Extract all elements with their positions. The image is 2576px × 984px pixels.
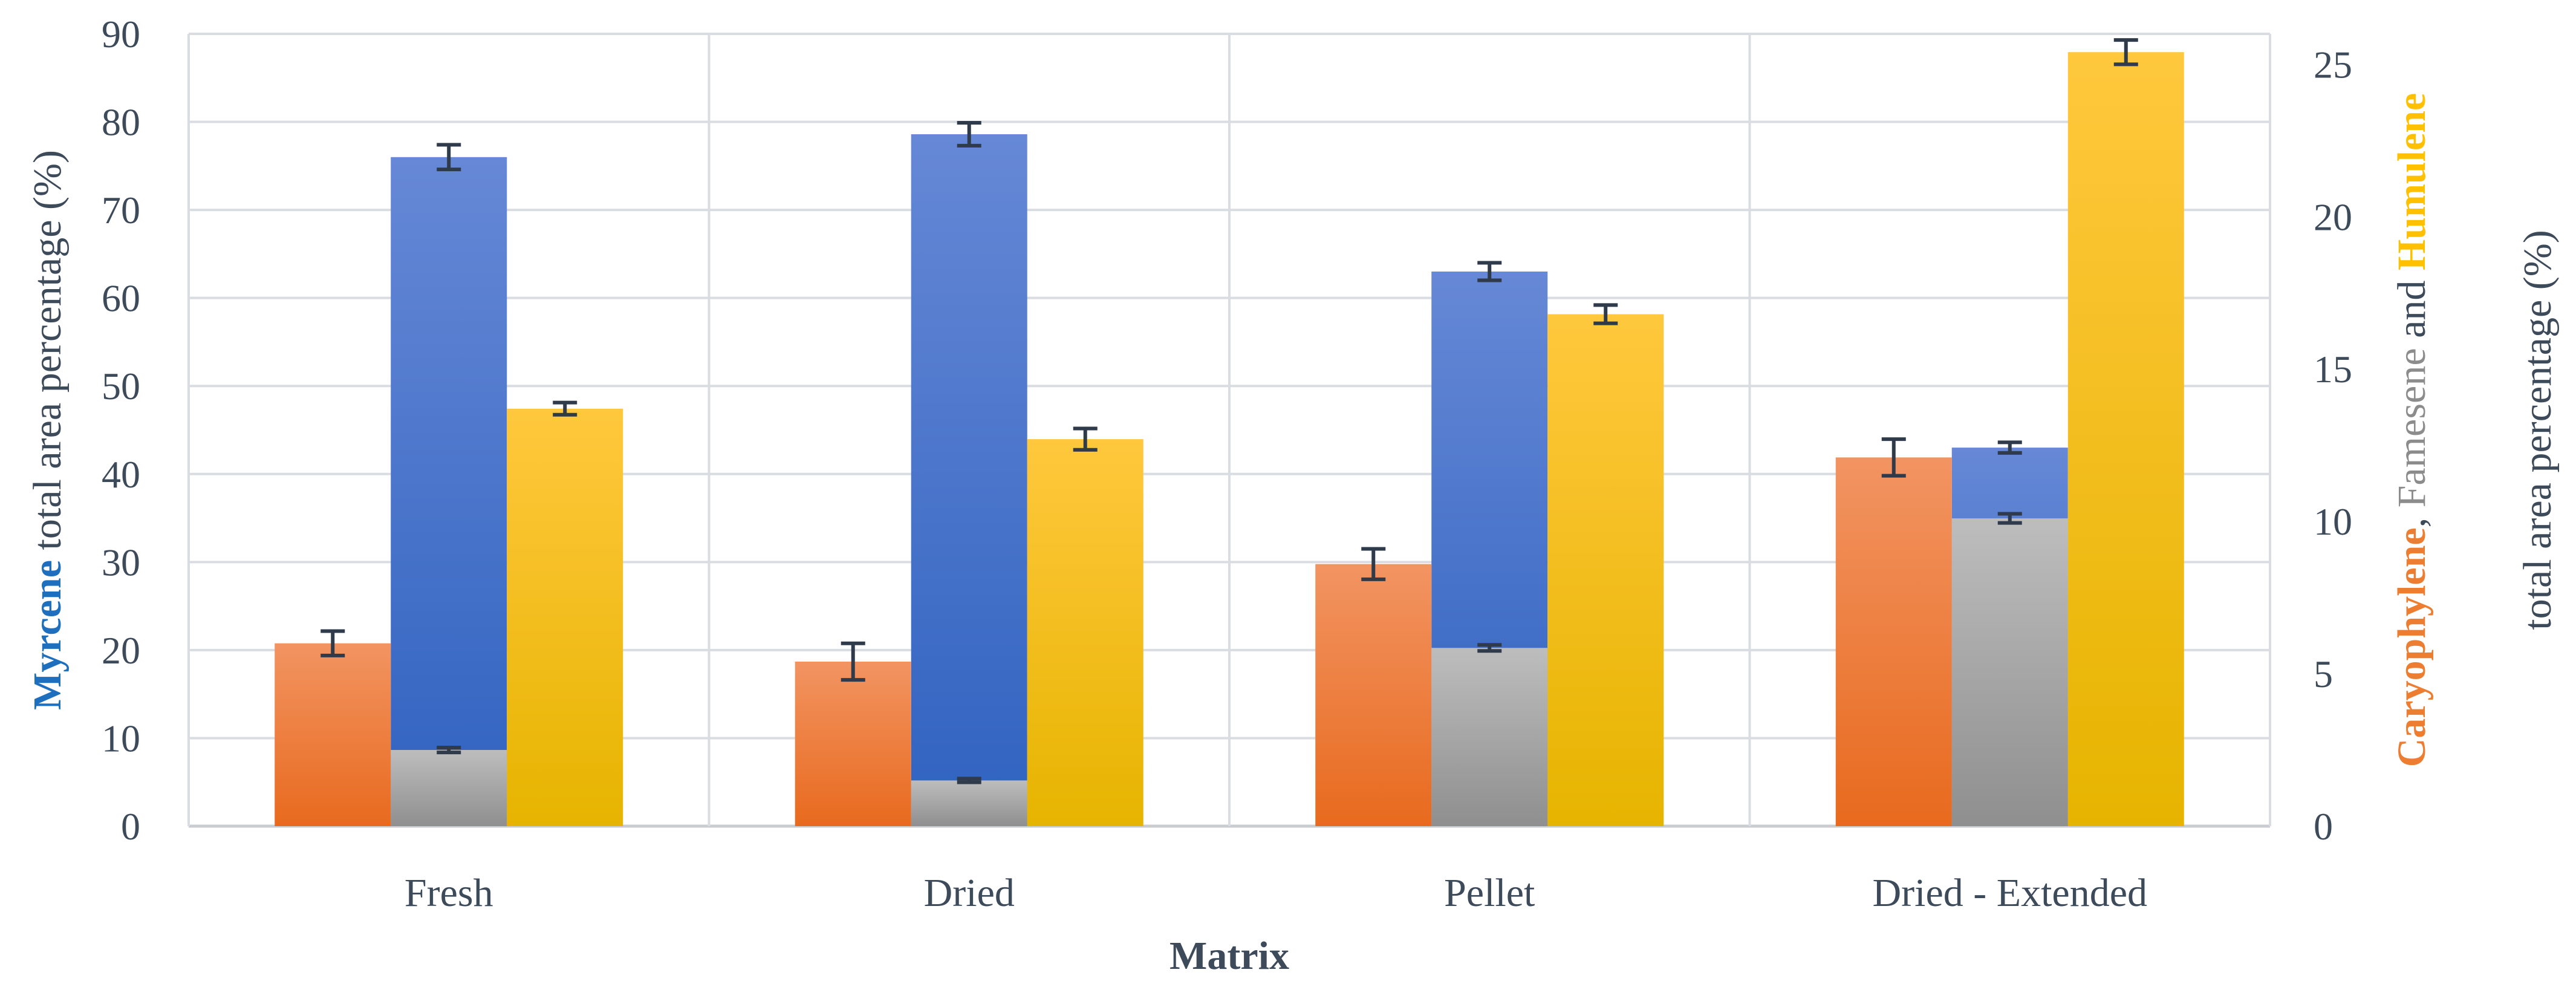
bar-humulene [2067,52,2184,827]
category-label: Dried - Extended [1873,871,2148,915]
bar-caryophylene [1835,457,1952,826]
y-left-tick-label: 10 [102,717,140,760]
y-left-tick-label: 90 [102,13,140,56]
bar-humulene [1547,314,1664,826]
bars [275,52,2184,827]
y-right-tick-label: 0 [2314,805,2333,848]
y-left-tick-label: 0 [121,805,140,848]
y-right-axis-title-line2: total area percentage (%) [2516,230,2560,630]
y-right-tick-label: 10 [2314,500,2352,543]
error-bar-myrcene [1997,440,2022,455]
y-left-tick-label: 60 [102,277,140,320]
y-left-tick-label: 80 [102,101,140,144]
error-bar-famesene [957,777,981,784]
axis-titles: Matrix Myrcene total area percentage (%) C… [25,93,2560,978]
error-bar-famesene [437,746,461,755]
category-label: Dried [924,871,1015,915]
error-bar-caryophylene [1881,437,1906,478]
error-bar-humulene [1593,303,1618,325]
error-bar-myrcene [437,143,461,172]
y-left-tick-label: 30 [102,541,140,584]
y-right-tick-label: 5 [2314,653,2333,696]
error-bar-caryophylene [1361,547,1386,581]
bar-famesene [1431,648,1548,826]
y-right-tick-label: 25 [2314,43,2352,86]
error-bar-myrcene [957,121,981,148]
bar-famesene [1951,518,2068,826]
bar-caryophylene [275,643,391,826]
bar-caryophylene [1315,564,1432,826]
error-bar-famesene [1997,512,2022,525]
bar-humulene [1027,439,1143,826]
error-bar-caryophylene [841,641,865,682]
tick-labels: 0 10 20 30 40 50 60 70 80 90 0 5 10 15 20 25 Fresh Dried P… [102,13,2352,915]
y-right-tick-label: 20 [2314,195,2352,238]
error-bar-humulene [2113,38,2138,67]
bar-myrcene [911,134,1027,826]
error-bar-humulene [1073,426,1098,452]
y-left-tick-label: 20 [102,629,140,672]
error-bar-myrcene [1477,261,1502,282]
bar-caryophylene [795,661,911,826]
y-right-axis-title-line1: Caryophylene, Famesene and Humulene [2390,93,2434,767]
category-label: Fresh [405,871,493,915]
y-left-tick-label: 50 [102,365,140,408]
bar-humulene [507,408,623,826]
bar-myrcene [391,157,507,826]
category-label: Pellet [1444,871,1535,915]
y-left-axis-title: Myrcene total area percentage (%) [25,150,70,710]
x-axis-title: Matrix [1169,934,1289,978]
error-bar-caryophylene [320,629,345,657]
y-right-tick-label: 15 [2314,348,2352,391]
error-bar-humulene [553,400,577,417]
y-left-tick-label: 70 [102,189,140,232]
error-bar-famesene [1477,643,1502,653]
y-left-tick-label: 40 [102,453,140,496]
error-bars [320,38,2138,784]
bar-famesene [391,750,507,826]
bar-famesene [911,780,1027,826]
